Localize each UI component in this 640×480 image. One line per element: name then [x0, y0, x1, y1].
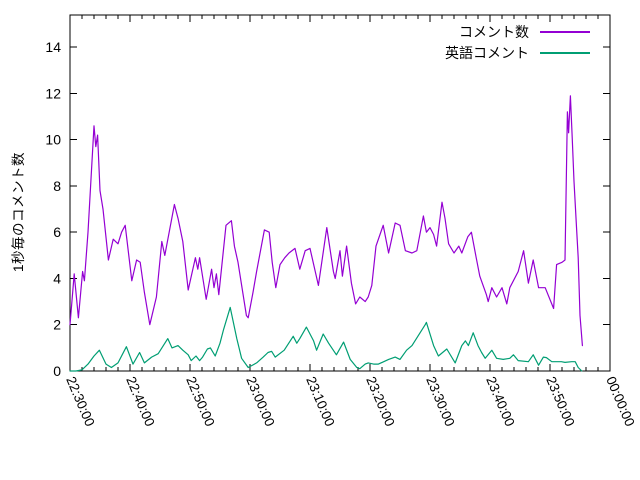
y-tick-label: 10	[45, 132, 61, 148]
legend-line-sample-english-comments	[540, 51, 590, 54]
y-tick-label: 4	[53, 270, 61, 286]
series-line-0	[69, 95, 584, 347]
y-tick-label: 14	[45, 39, 61, 55]
legend-line-sample-comment-count	[540, 30, 590, 33]
y-axis-title: 1秒毎のコメント数	[11, 151, 26, 272]
x-tick-label: 22:30:00	[63, 374, 97, 428]
x-tick-label: 23:30:00	[423, 374, 457, 428]
y-tick-label: 12	[45, 85, 61, 101]
y-tick-label: 0	[53, 363, 61, 379]
legend-item-comment-count: コメント数	[420, 21, 590, 42]
legend: コメント数 英語コメント	[420, 21, 590, 63]
series-line-1	[69, 306, 583, 372]
x-tick-label: 00:00:00	[603, 374, 637, 428]
y-tick-label: 8	[53, 178, 61, 194]
legend-label-comment-count: コメント数	[459, 23, 529, 40]
x-tick-label: 23:50:00	[543, 374, 577, 428]
x-tick-label: 23:00:00	[243, 374, 277, 428]
x-tick-label: 22:40:00	[123, 374, 157, 428]
y-tick-label: 6	[53, 224, 61, 240]
x-tick-label: 22:50:00	[183, 374, 217, 428]
legend-label-english-comments: 英語コメント	[445, 44, 529, 61]
x-tick-label: 23:40:00	[483, 374, 517, 428]
legend-item-english-comments: 英語コメント	[420, 42, 590, 63]
x-tick-labels: 22:30:00 22:40:00 22:50:00 23:00:00 23:10:00…	[63, 374, 637, 428]
axis-ticks	[69, 15, 611, 372]
x-tick-label: 23:10:00	[303, 374, 337, 428]
y-tick-labels: 0 2 4 6 8 10 12 14	[45, 39, 61, 379]
plot-border	[69, 14, 611, 372]
y-tick-label: 2	[53, 317, 61, 333]
x-tick-label: 23:20:00	[363, 374, 397, 428]
